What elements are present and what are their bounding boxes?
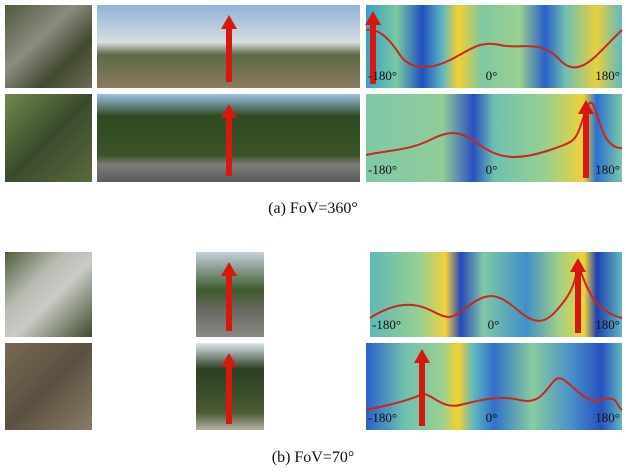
tick-label: -180° xyxy=(368,68,397,83)
arrow-head xyxy=(365,11,381,25)
tick-label: 180° xyxy=(595,410,620,425)
tick-label: 0° xyxy=(486,410,498,425)
tick-label: -180° xyxy=(368,162,397,177)
aerial-image xyxy=(5,5,92,88)
arrow-head xyxy=(578,100,594,114)
arrow-head xyxy=(570,258,586,272)
tick-label: -180° xyxy=(372,317,401,332)
tick-label: 180° xyxy=(595,317,620,332)
tick-label: 0° xyxy=(486,68,498,83)
aerial-image xyxy=(5,94,92,182)
similarity-curve xyxy=(365,101,623,158)
caption: (b) FoV=70° xyxy=(272,449,355,466)
arrow-head xyxy=(221,353,237,367)
arrow-head xyxy=(221,15,237,29)
tick-label: -180° xyxy=(368,410,397,425)
tick-label: 180° xyxy=(595,68,620,83)
caption: (a) FoV=360° xyxy=(268,200,358,217)
tick-label: 0° xyxy=(488,317,500,332)
arrow-head xyxy=(221,104,237,118)
arrow-head xyxy=(414,349,430,363)
similarity-curve xyxy=(365,28,623,69)
tick-label: 180° xyxy=(595,162,620,177)
aerial-image xyxy=(5,252,92,337)
heatmap xyxy=(366,343,622,430)
aerial-image xyxy=(5,343,92,430)
tick-label: 0° xyxy=(486,162,498,177)
heatmap xyxy=(366,5,622,88)
arrow-head xyxy=(221,262,237,276)
heatmap xyxy=(366,94,622,182)
